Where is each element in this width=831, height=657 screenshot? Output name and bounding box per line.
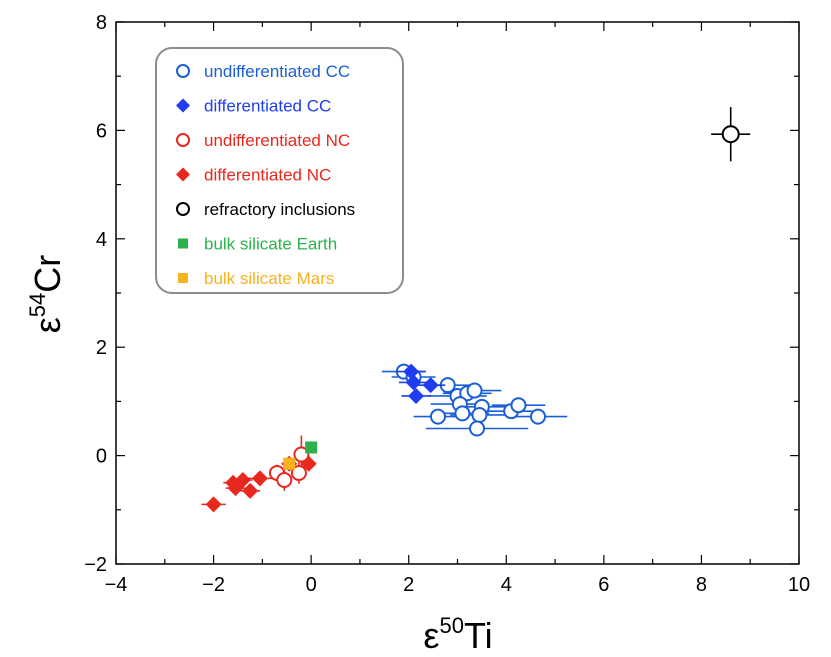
data-point (454, 405, 471, 422)
x-tick-label: −2 (202, 574, 225, 596)
y-tick-label: 4 (96, 229, 107, 251)
legend-item: undifferentiated CC (176, 62, 350, 81)
data-point (466, 382, 483, 399)
y-tick-label: 8 (96, 12, 107, 34)
legend-label: differentiated CC (204, 97, 331, 116)
data-point (234, 471, 251, 488)
series-differentiated-NC (201, 455, 317, 513)
x-tick-label: 6 (598, 574, 609, 596)
data-point (205, 496, 222, 513)
series-differentiated-CC (396, 363, 446, 404)
legend-item: differentiated CC (176, 97, 331, 116)
legend: undifferentiated CC differentiated CC undi… (155, 47, 404, 294)
data-point (408, 387, 425, 404)
x-axis-title: ε50Ti (423, 613, 492, 656)
data-point (276, 471, 293, 488)
series-bulk-silicate-Earth (305, 441, 318, 454)
x-tick-label: 4 (501, 574, 512, 596)
x-tick-labels: −4 −2 0 2 4 6 8 10 (105, 574, 811, 596)
data-point (251, 470, 268, 487)
legend-item: bulk silicate Earth (178, 235, 337, 254)
y-tick-label: 2 (96, 337, 107, 359)
legend-marker (178, 273, 188, 283)
y-tick-label: 6 (96, 120, 107, 142)
data-point (305, 441, 318, 454)
x-tick-label: 8 (696, 574, 707, 596)
axis-ticks (115, 21, 800, 565)
y-tick-label: −2 (84, 554, 107, 576)
legend-label: bulk silicate Mars (204, 269, 334, 288)
data-point (529, 408, 546, 425)
legend-label: bulk silicate Earth (204, 235, 337, 254)
data-point (721, 125, 740, 144)
data-point (471, 406, 488, 423)
data-point (510, 397, 527, 414)
legend-items: undifferentiated CC differentiated CC undi… (176, 62, 355, 288)
legend-label: differentiated NC (204, 166, 331, 185)
x-tick-label: 2 (403, 574, 414, 596)
series-refractory-inclusions (711, 107, 751, 162)
legend-label: undifferentiated CC (204, 62, 350, 81)
data-point (283, 457, 296, 470)
data-point (422, 377, 439, 394)
legend-item: differentiated NC (176, 166, 331, 185)
legend-label: undifferentiated NC (204, 131, 350, 150)
y-tick-label: 0 (96, 446, 107, 468)
data-point (290, 464, 307, 481)
legend-label: refractory inclusions (204, 200, 355, 219)
legend-marker (178, 238, 188, 249)
y-axis-title: ε54Cr (25, 255, 68, 334)
series-undifferentiated-NC (268, 435, 310, 491)
series-bulk-silicate-Mars (283, 457, 296, 470)
legend-marker (176, 133, 190, 147)
x-tick-label: −4 (105, 574, 128, 596)
y-tick-labels: −2 0 2 4 6 8 (84, 12, 107, 576)
legend-item: refractory inclusions (176, 200, 355, 219)
legend-item: undifferentiated NC (176, 131, 350, 150)
x-tick-label: 0 (306, 574, 317, 596)
legend-marker (176, 167, 190, 182)
data-points (201, 107, 751, 513)
data-point (405, 374, 422, 391)
data-point (429, 408, 446, 425)
data-point (469, 420, 486, 437)
legend-marker (176, 98, 190, 113)
x-tick-label: 10 (788, 574, 810, 596)
legend-item: bulk silicate Mars (178, 269, 334, 288)
legend-marker (176, 202, 190, 216)
data-point (293, 446, 310, 463)
legend-frame (155, 47, 404, 294)
data-point (242, 482, 259, 499)
legend-marker (176, 64, 190, 78)
data-point (403, 363, 420, 380)
